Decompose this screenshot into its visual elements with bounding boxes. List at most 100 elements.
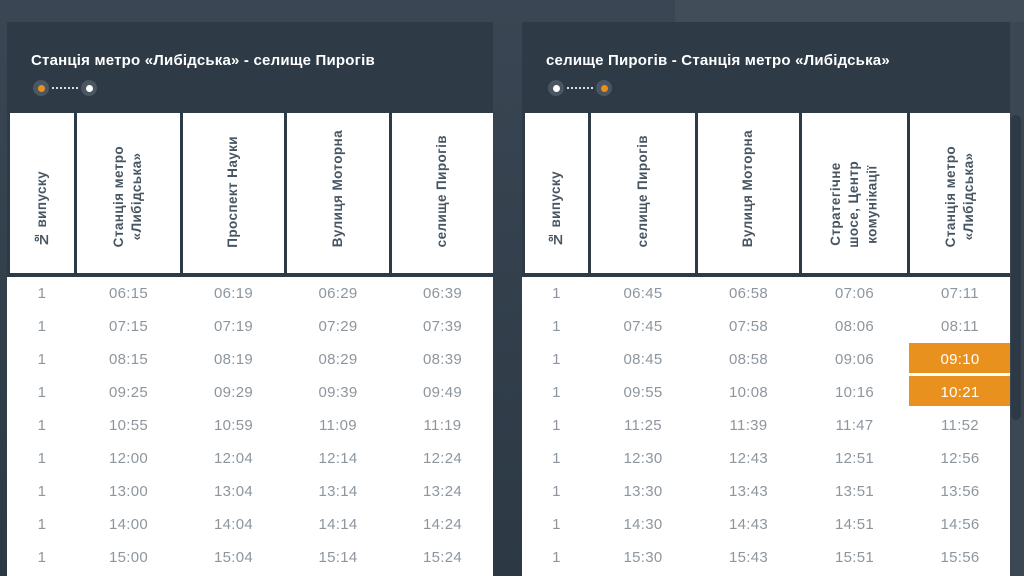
column-header-label: Станція метро «Либідська»: [111, 146, 145, 248]
timetable-row: 1 11:25 11:39 11:47 11:52: [524, 409, 1011, 442]
time-cell: 11:19: [423, 416, 462, 434]
column-header: Станція метро «Либідська»: [907, 110, 1010, 277]
time-cell: 07:06: [834, 284, 875, 302]
timetable-row: 1 06:45 06:58 07:06 07:11: [524, 275, 1011, 310]
top-strip-highlight: [675, 0, 1024, 22]
time-cell: 12:14: [318, 449, 358, 467]
trip-number-cell: 1: [552, 317, 561, 335]
time-cell: 07:19: [213, 317, 254, 335]
time-cell: 08:15: [108, 350, 149, 368]
time-cell: 13:24: [422, 482, 463, 500]
time-cell: 07:58: [728, 317, 769, 335]
highlighted-time-cell: 10:21: [908, 375, 1010, 409]
time-cell: 10:16: [834, 383, 875, 401]
route-end-dot: [85, 84, 93, 92]
time-cell: 09:39: [318, 383, 358, 401]
trip-number-cell: 1: [552, 482, 561, 500]
time-cell: 08:19: [213, 350, 254, 368]
time-cell: 07:11: [941, 284, 979, 302]
column-header-label: Вулиця Моторна: [740, 130, 756, 248]
column-header-label: Проспект Науки: [225, 135, 241, 248]
column-header: Проспект Науки: [180, 110, 287, 277]
scrollbar-thumb[interactable]: [1011, 115, 1021, 420]
column-header: № випуску: [7, 110, 77, 277]
trip-number-cell: 1: [552, 383, 561, 401]
time-cell: 07:45: [623, 317, 663, 335]
trip-number-cell: 1: [37, 515, 47, 533]
route-start-dot: [37, 84, 45, 92]
time-cell: 15:56: [940, 548, 980, 566]
time-cell: 15:30: [623, 548, 663, 566]
timetable-row: 1 06:15 06:19 06:29 06:39: [9, 275, 494, 310]
time-cell: 12:00: [108, 449, 149, 467]
time-cell: 13:30: [623, 482, 663, 500]
timetable-panel-return: селище Пирогів - Станція метро «Либідськ…: [522, 22, 1010, 576]
column-header-label: Станція метро «Либідська»: [942, 146, 976, 248]
timetable-row: 1 09:25 09:29 09:39 09:49: [9, 376, 494, 409]
column-header-label: № випуску: [33, 171, 49, 248]
timetable-row: 1 13:30 13:43 13:51 13:56: [524, 475, 1011, 508]
time-cell: 13:04: [213, 482, 254, 500]
trip-number-cell: 1: [37, 449, 47, 467]
time-cell: 15:14: [318, 548, 358, 566]
route-direction-icon: [33, 80, 483, 96]
trip-number-cell: 1: [552, 350, 561, 368]
route-end-dot: [600, 84, 608, 92]
column-header: Вулиця Моторна: [284, 110, 392, 277]
time-cell: 06:15: [108, 284, 149, 302]
route-start-dot: [552, 84, 560, 92]
time-cell: 09:49: [422, 383, 463, 401]
header-row: № випуску селище Пирогів Вулиця Моторна Стр…: [522, 110, 1010, 277]
column-header: Станція метро «Либідська»: [74, 110, 183, 277]
time-cell: 12:04: [213, 449, 254, 467]
column-header: № випуску: [522, 110, 591, 277]
time-cell: 09:29: [213, 383, 254, 401]
route-title: Станція метро «Либідська» - селище Пирог…: [31, 52, 375, 69]
time-cell: 07:15: [108, 317, 149, 335]
time-cell: 10:55: [108, 416, 149, 434]
time-cell: 12:30: [623, 449, 663, 467]
time-cell: 15:51: [834, 548, 875, 566]
highlighted-time-cell: 09:10: [908, 342, 1010, 376]
time-cell: 11:09: [319, 416, 357, 434]
time-cell: 14:04: [213, 515, 254, 533]
column-header-label: селище Пирогів: [434, 135, 450, 248]
time-cell: 11:47: [835, 416, 874, 434]
time-cell: 08:11: [941, 317, 979, 335]
column-header: селище Пирогів: [389, 110, 493, 277]
time-cell: 08:29: [318, 350, 358, 368]
time-cell: 15:00: [108, 548, 149, 566]
header-row: № випуску Станція метро «Либідська» Проспе…: [7, 110, 493, 277]
timetable: № випуску Станція метро «Либідська» Проспе…: [7, 110, 493, 574]
timetable-row: 1 15:00 15:04 15:14 15:24: [9, 541, 494, 574]
panel-header: Станція метро «Либідська» - селище Пирог…: [7, 22, 493, 110]
timetable-row: 1 13:00 13:04 13:14 13:24: [9, 475, 494, 508]
timetable-panel-outbound: Станція метро «Либідська» - селище Пирог…: [7, 22, 493, 576]
time-cell: 14:00: [108, 515, 149, 533]
time-cell: 07:39: [422, 317, 463, 335]
time-cell: 08:45: [623, 350, 663, 368]
timetable-container: № випуску селище Пирогів Вулиця Моторна Стр…: [522, 110, 1010, 576]
route-start-icon: [33, 80, 49, 96]
time-cell: 06:19: [213, 284, 254, 302]
route-dotted-line-icon: [567, 87, 593, 89]
trip-number-cell: 1: [37, 317, 47, 335]
route-direction-icon: [548, 80, 1000, 96]
trip-number-cell: 1: [552, 449, 561, 467]
time-cell: 10:59: [213, 416, 254, 434]
timetable: № випуску селище Пирогів Вулиця Моторна Стр…: [522, 110, 1010, 574]
time-cell: 08:58: [728, 350, 769, 368]
time-cell: 14:14: [318, 515, 358, 533]
time-cell: 13:00: [108, 482, 149, 500]
column-header-label: Вулиця Моторна: [329, 130, 345, 248]
time-cell: 12:43: [728, 449, 769, 467]
time-cell: 10:08: [728, 383, 769, 401]
time-cell: 06:39: [422, 284, 463, 302]
route-end-icon: [596, 80, 612, 96]
column-header: Вулиця Моторна: [695, 110, 802, 277]
trip-number-cell: 1: [37, 482, 47, 500]
trip-number-cell: 1: [552, 416, 561, 434]
time-cell: 13:56: [940, 482, 980, 500]
timetable-row: 1 07:15 07:19 07:29 07:39: [9, 310, 494, 343]
time-cell: 14:56: [940, 515, 980, 533]
